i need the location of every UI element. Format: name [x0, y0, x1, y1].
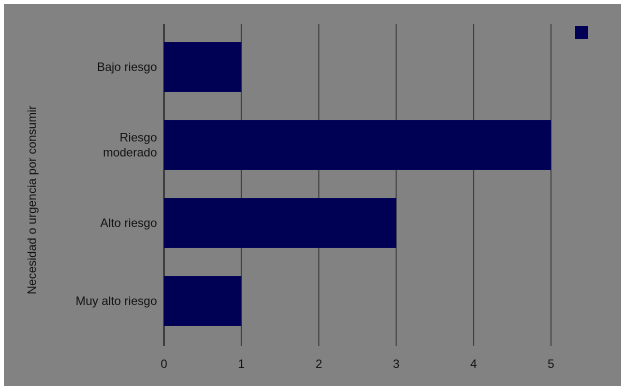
y-axis-label: Necesidad o urgencia por consumir [25, 106, 39, 295]
x-tick-label: 5 [548, 357, 555, 371]
bar [164, 198, 397, 248]
bar [164, 42, 242, 92]
bar-chart: 0 1 2 3 4 5 Bajo riesgo Riesgo moderado Alto rie… [25, 24, 588, 371]
bar [164, 120, 551, 170]
legend-swatch [575, 26, 588, 39]
x-tick-label: 3 [393, 357, 400, 371]
chart-container: 0 1 2 3 4 5 Bajo riesgo Riesgo moderado Alto rie… [4, 4, 621, 386]
x-tick-label: 0 [161, 357, 168, 371]
category-label: Alto riesgo [100, 216, 157, 230]
bars [164, 42, 551, 326]
category-label: Muy alto riesgo [76, 294, 158, 308]
bar [164, 276, 242, 326]
x-tick-label: 2 [315, 357, 322, 371]
category-label: Riesgo moderado [103, 131, 157, 160]
x-tick-label: 4 [470, 357, 477, 371]
category-labels: Bajo riesgo Riesgo moderado Alto riesgo Muy … [76, 60, 158, 308]
category-label: Bajo riesgo [97, 60, 157, 74]
x-tick-label: 1 [238, 357, 245, 371]
x-tick-labels: 0 1 2 3 4 5 [161, 357, 555, 371]
